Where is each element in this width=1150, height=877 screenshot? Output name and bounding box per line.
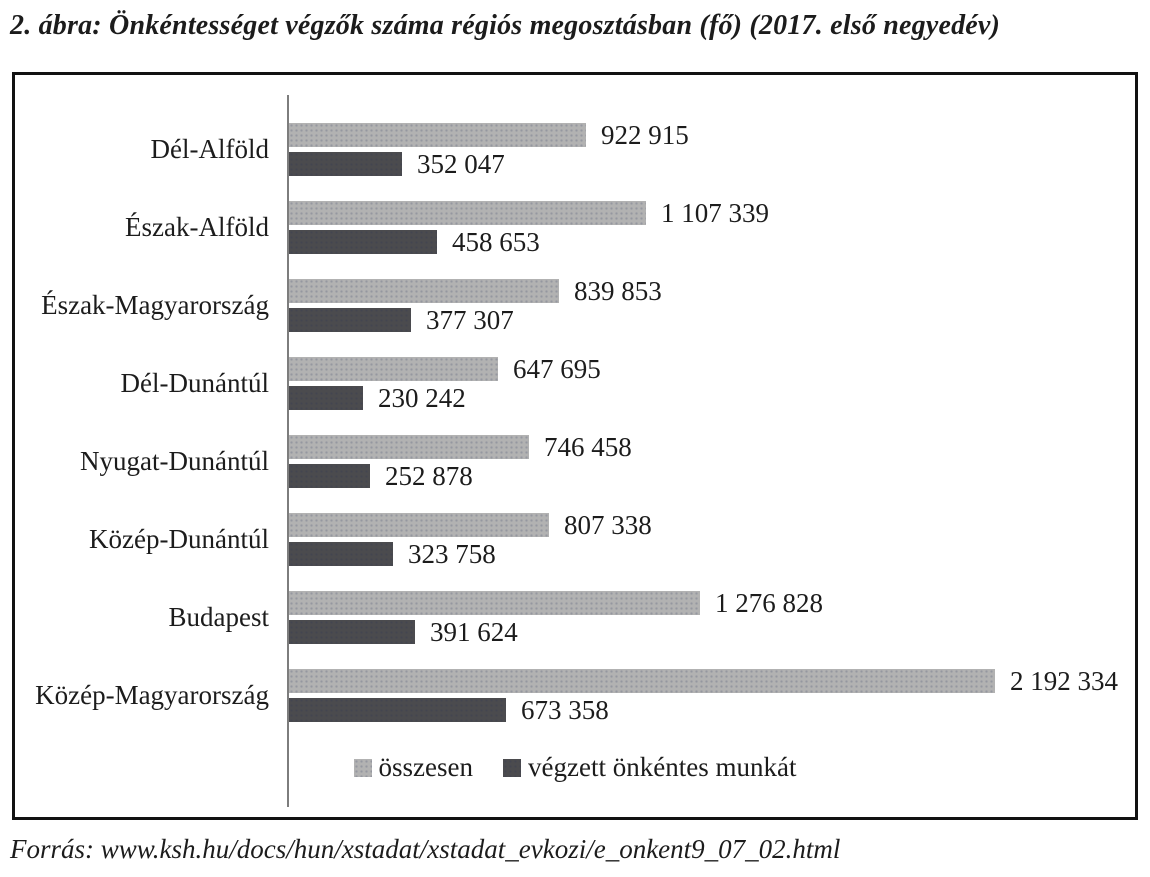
region-row: Észak-Alföld 1 107 339 458 653 [15,198,1135,257]
volunteer-value-label: 391 624 [430,617,518,647]
volunteer-bar [289,386,363,410]
total-bar-line: 746 458 [289,432,1135,462]
total-bar [289,123,586,147]
total-value-label: 807 338 [564,510,652,540]
total-series-swatch [353,758,372,777]
volunteer-bar-line: 252 878 [289,461,1135,491]
volunteer-value-label: 673 358 [521,695,609,725]
bar-group: 746 458 252 878 [289,432,1135,491]
total-value-label: 839 853 [574,276,662,306]
bar-group: 807 338 323 758 [289,510,1135,569]
figure-title: 2. ábra: Önkéntességet végzők száma régi… [10,10,1001,41]
y-axis-line [287,95,289,807]
volunteer-bar [289,464,370,488]
total-bar-line: 1 276 828 [289,588,1135,618]
legend-item-total: összesen [353,752,474,783]
volunteer-bar-line: 230 242 [289,383,1135,413]
legend-item-volunteer: végzett önkéntes munkát [503,752,796,783]
volunteer-bar [289,698,506,722]
region-row: Budapest 1 276 828 391 624 [15,588,1135,647]
chart-container: Dél-Alföld 922 915 352 047 Észak-Alföld … [12,72,1138,820]
total-bar-line: 922 915 [289,120,1135,150]
region-row: Nyugat-Dunántúl 746 458 252 878 [15,432,1135,491]
volunteer-bar-line: 391 624 [289,617,1135,647]
total-value-label: 746 458 [544,432,632,462]
legend-label-total: összesen [378,752,474,782]
volunteer-value-label: 230 242 [378,383,466,413]
total-bar [289,357,498,381]
volunteer-bar [289,230,437,254]
total-bar-line: 807 338 [289,510,1135,540]
region-row: Közép-Magyarország 2 192 334 673 358 [15,666,1135,725]
category-label: Közép-Dunántúl [89,524,269,554]
total-bar-line: 839 853 [289,276,1135,306]
total-bar-line: 1 107 339 [289,198,1135,228]
total-bar [289,669,995,693]
volunteer-bar [289,620,415,644]
total-bar [289,201,646,225]
total-value-label: 2 192 334 [1010,666,1118,696]
volunteer-value-label: 252 878 [385,461,473,491]
category-label: Észak-Alföld [125,212,269,242]
region-row: Közép-Dunántúl 807 338 323 758 [15,510,1135,569]
total-value-label: 1 276 828 [715,588,823,618]
category-label: Dél-Alföld [150,134,269,164]
total-value-label: 1 107 339 [661,198,769,228]
volunteer-bar-line: 352 047 [289,149,1135,179]
category-label: Észak-Magyarország [41,290,269,320]
bar-group: 922 915 352 047 [289,120,1135,179]
volunteer-value-label: 458 653 [452,227,540,257]
volunteer-bar-line: 458 653 [289,227,1135,257]
volunteer-value-label: 352 047 [417,149,505,179]
volunteer-bar [289,152,402,176]
region-row: Dél-Dunántúl 647 695 230 242 [15,354,1135,413]
total-bar-line: 647 695 [289,354,1135,384]
volunteer-bar-line: 673 358 [289,695,1135,725]
bar-group: 1 107 339 458 653 [289,198,1135,257]
total-value-label: 647 695 [513,354,601,384]
legend-label-volunteer: végzett önkéntes munkát [528,752,797,782]
volunteer-bar [289,542,393,566]
source-caption: Forrás: www.ksh.hu/docs/hun/xstadat/xsta… [10,834,841,864]
bar-group: 839 853 377 307 [289,276,1135,335]
region-row: Észak-Magyarország 839 853 377 307 [15,276,1135,335]
bar-group: 2 192 334 673 358 [289,666,1135,725]
volunteer-bar-line: 377 307 [289,305,1135,335]
bar-group: 647 695 230 242 [289,354,1135,413]
volunteer-bar [289,308,411,332]
volunteer-series-swatch [503,758,522,777]
total-bar [289,591,700,615]
volunteer-value-label: 377 307 [426,305,514,335]
total-bar [289,279,559,303]
category-label: Nyugat-Dunántúl [80,446,269,476]
legend: összesen végzett önkéntes munkát [15,752,1135,783]
region-row: Dél-Alföld 922 915 352 047 [15,120,1135,179]
volunteer-bar-line: 323 758 [289,539,1135,569]
total-value-label: 922 915 [601,120,689,150]
total-bar [289,435,529,459]
total-bar [289,513,549,537]
category-label: Budapest [168,602,270,632]
bar-rows: Dél-Alföld 922 915 352 047 Észak-Alföld … [15,120,1135,725]
category-label: Közép-Magyarország [35,680,269,710]
bar-group: 1 276 828 391 624 [289,588,1135,647]
total-bar-line: 2 192 334 [289,666,1135,696]
category-label: Dél-Dunántúl [120,368,269,398]
volunteer-value-label: 323 758 [408,539,496,569]
